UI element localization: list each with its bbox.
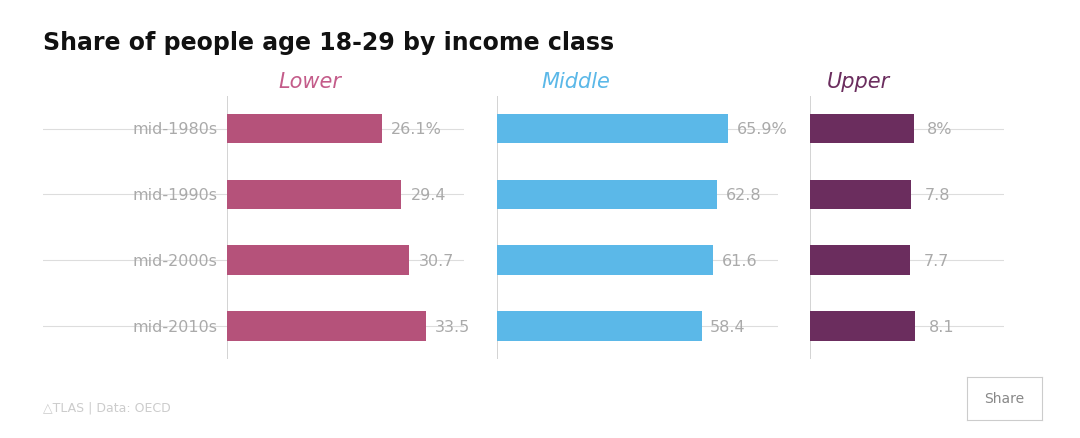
Text: Upper: Upper [827, 72, 890, 92]
Text: 33.5: 33.5 [435, 319, 471, 334]
Text: 62.8: 62.8 [726, 187, 761, 202]
Text: 8.1: 8.1 [929, 319, 955, 334]
Bar [810, 180, 912, 210]
Text: 7.7: 7.7 [923, 253, 948, 268]
Text: mid-2000s: mid-2000s [133, 253, 218, 268]
Text: 8%: 8% [928, 122, 953, 137]
Bar [810, 311, 915, 341]
Text: 7.8: 7.8 [924, 187, 950, 202]
Text: Middle: Middle [541, 72, 610, 92]
Text: mid-2010s: mid-2010s [133, 319, 218, 334]
Text: 30.7: 30.7 [419, 253, 454, 268]
Text: 58.4: 58.4 [711, 319, 746, 334]
Bar [810, 114, 914, 144]
Bar [497, 246, 713, 276]
Bar [497, 114, 728, 144]
Bar [227, 246, 409, 276]
Text: 29.4: 29.4 [411, 187, 446, 202]
Text: 65.9%: 65.9% [737, 122, 787, 137]
Text: mid-1980s: mid-1980s [133, 122, 218, 137]
Bar [227, 311, 426, 341]
Text: Lower: Lower [279, 72, 341, 92]
Bar [810, 246, 909, 276]
Bar [227, 114, 382, 144]
Bar [497, 180, 717, 210]
Text: △TLAS | Data: OECD: △TLAS | Data: OECD [43, 401, 171, 414]
Bar [497, 311, 702, 341]
Bar [227, 180, 402, 210]
Text: Share of people age 18-29 by income class: Share of people age 18-29 by income clas… [43, 31, 615, 55]
Text: Share: Share [984, 392, 1025, 406]
Text: 61.6: 61.6 [721, 253, 757, 268]
Text: 26.1%: 26.1% [391, 122, 442, 137]
Text: mid-1990s: mid-1990s [133, 187, 218, 202]
